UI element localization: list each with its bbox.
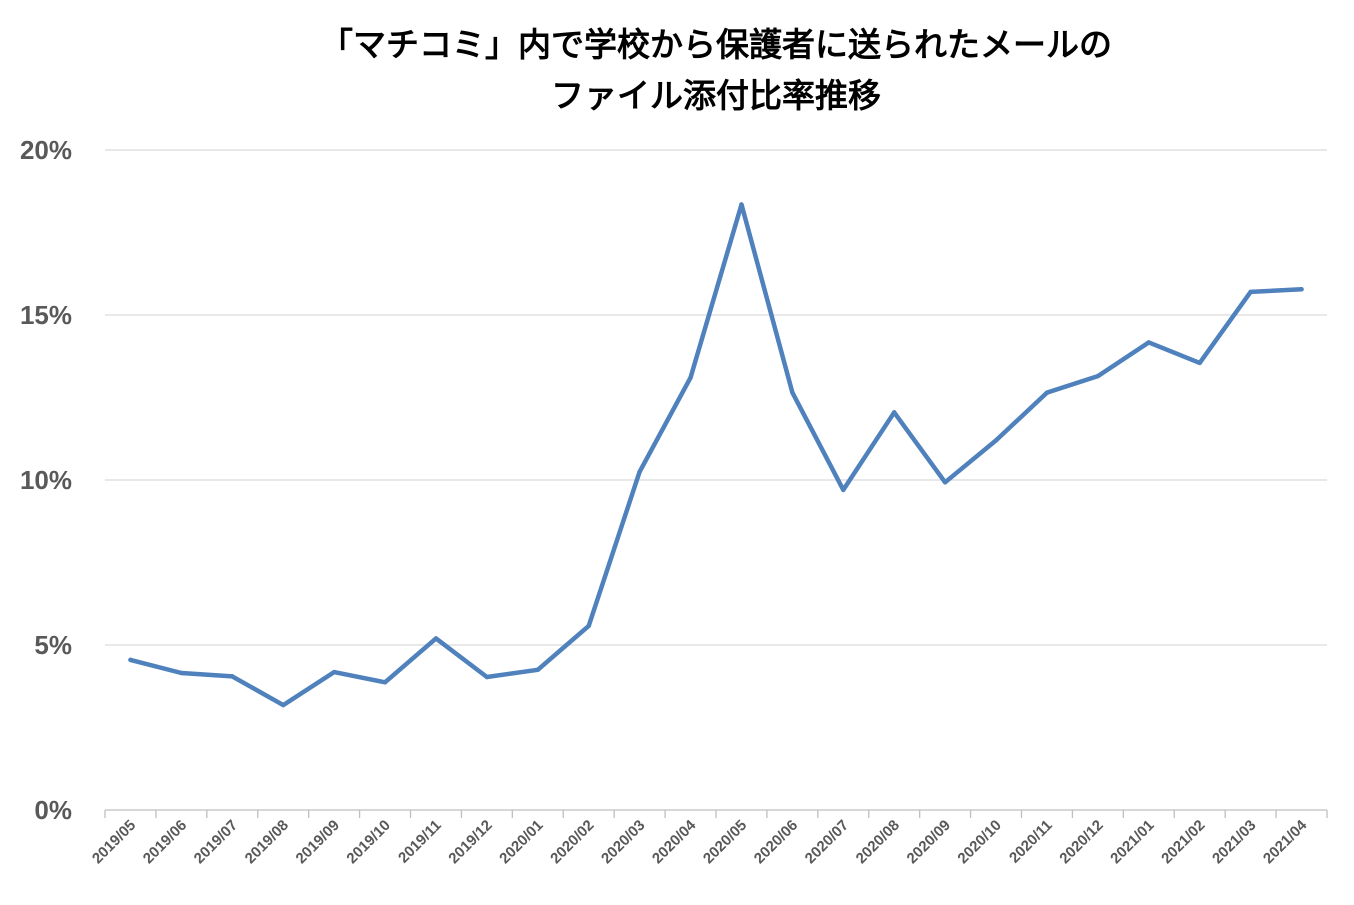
data-point	[331, 669, 337, 675]
y-tick-label: 5%	[34, 630, 72, 660]
x-tick-label: 2020/07	[802, 817, 852, 867]
data-point	[739, 202, 744, 207]
x-tick-label: 2019/09	[293, 817, 343, 867]
x-axis-ticks: 2019/05 2019/06 2019/07 2019/08 2019/09 2019/…	[89, 816, 1311, 867]
x-tick-label: 2021/01	[1107, 817, 1157, 867]
x-tick-label: 2019/07	[191, 817, 241, 867]
data-point	[1044, 390, 1050, 395]
data-point	[1197, 360, 1202, 366]
y-tick-label: 15%	[20, 300, 72, 330]
data-point	[128, 657, 133, 663]
x-tick-label: 2019/11	[395, 817, 445, 867]
data-point	[993, 438, 999, 443]
x-tick-label: 2020/09	[904, 817, 954, 867]
series-group	[128, 202, 1304, 708]
data-point	[281, 702, 286, 708]
data-point	[942, 480, 948, 485]
x-tick-label: 2020/01	[496, 817, 546, 867]
gridlines	[105, 149, 1327, 646]
x-tick-label: 2021/02	[1158, 817, 1208, 867]
series-line	[128, 202, 1304, 708]
data-point	[1146, 340, 1151, 345]
x-axis	[104, 809, 1328, 818]
data-point	[688, 375, 693, 380]
data-point	[382, 680, 388, 685]
chart-title-line-2: ファイル添付比率推移	[551, 76, 881, 115]
data-point	[1248, 289, 1253, 295]
data-point	[586, 623, 591, 629]
x-tick-label: 2019/06	[140, 817, 190, 867]
x-tick-label: 2020/06	[751, 817, 801, 867]
data-point	[433, 636, 439, 641]
data-point	[892, 410, 897, 415]
x-tick-label: 2020/04	[649, 816, 700, 867]
x-tick-label: 2020/02	[547, 817, 597, 867]
y-tick-label: 10%	[20, 465, 72, 495]
y-tick-label: 0%	[34, 795, 72, 825]
data-point	[179, 670, 184, 676]
x-tick-label: 2020/11	[1006, 817, 1056, 867]
data-point	[1299, 287, 1304, 292]
x-tick-label: 2019/10	[343, 817, 393, 867]
x-tick-label: 2021/04	[1260, 816, 1311, 867]
data-point	[230, 674, 235, 679]
x-tick-label: 2019/08	[242, 817, 292, 867]
chart-title: 「マチコミ」内で学校から保護者に送られたメールの ファイル添付比率推移	[320, 25, 1112, 115]
data-point	[484, 674, 490, 680]
data-point	[1095, 373, 1101, 379]
x-tick-label: 2020/05	[700, 817, 750, 867]
y-tick-label: 20%	[20, 135, 72, 165]
chart-title-line-1: 「マチコミ」内で学校から保護者に送られたメールの	[320, 25, 1112, 64]
x-tick-label: 2019/05	[89, 817, 139, 867]
x-tick-label: 2020/12	[1056, 817, 1106, 867]
data-point	[535, 667, 540, 672]
x-tick-label: 2020/10	[954, 817, 1004, 867]
x-tick-label: 2020/03	[598, 817, 648, 867]
data-point	[637, 469, 642, 474]
x-tick-label: 2020/08	[853, 817, 903, 867]
data-point	[790, 390, 795, 395]
x-tick-label: 2019/12	[445, 817, 495, 867]
x-tick-label: 2021/03	[1209, 817, 1259, 867]
y-axis-ticks: 0% 5% 10% 15% 20%	[20, 135, 72, 825]
data-point	[841, 487, 846, 493]
